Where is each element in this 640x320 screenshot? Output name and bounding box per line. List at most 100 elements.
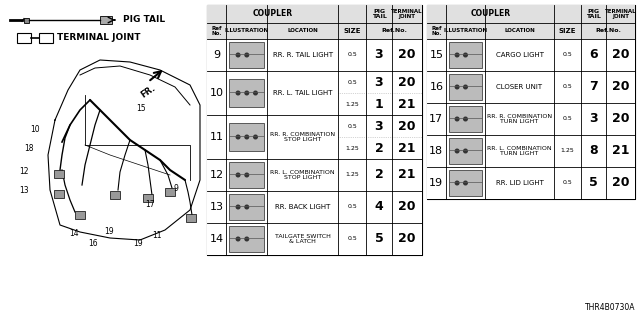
Text: 16: 16 xyxy=(88,239,98,248)
Circle shape xyxy=(455,181,459,185)
Text: 6: 6 xyxy=(589,49,598,61)
Text: 20: 20 xyxy=(612,81,629,93)
Text: RR. L. COMBINATION
TURN LIGHT: RR. L. COMBINATION TURN LIGHT xyxy=(487,146,552,156)
Text: 1.25: 1.25 xyxy=(345,101,359,107)
Text: RR. R. COMBINATION
TURN LIGHT: RR. R. COMBINATION TURN LIGHT xyxy=(487,114,552,124)
Text: 0.5: 0.5 xyxy=(348,236,357,242)
Text: PIG
TAIL: PIG TAIL xyxy=(372,9,387,19)
Text: 2: 2 xyxy=(374,141,383,155)
Circle shape xyxy=(245,91,248,95)
Text: 16: 16 xyxy=(429,82,444,92)
Text: 12: 12 xyxy=(20,167,29,176)
Bar xyxy=(445,23,485,39)
Text: LOCATION: LOCATION xyxy=(287,28,318,34)
Text: 0.5: 0.5 xyxy=(348,204,357,210)
Text: 20: 20 xyxy=(398,119,416,132)
Bar xyxy=(427,167,635,199)
Circle shape xyxy=(245,135,248,139)
Bar xyxy=(366,5,392,23)
Text: 20: 20 xyxy=(612,49,629,61)
Bar xyxy=(227,23,268,39)
Bar xyxy=(229,226,264,252)
Bar xyxy=(427,39,635,71)
Bar xyxy=(392,5,422,23)
Circle shape xyxy=(253,135,257,139)
Text: PIG
TAIL: PIG TAIL xyxy=(586,9,601,19)
Text: 11: 11 xyxy=(152,231,161,240)
Circle shape xyxy=(455,53,459,57)
Text: 13: 13 xyxy=(19,186,29,195)
Text: 1.25: 1.25 xyxy=(345,146,359,150)
Circle shape xyxy=(245,53,248,57)
Text: 0.5: 0.5 xyxy=(348,52,357,58)
Text: Ref.No.: Ref.No. xyxy=(381,28,407,34)
Text: 18: 18 xyxy=(429,146,444,156)
Circle shape xyxy=(245,173,248,177)
Bar xyxy=(207,5,338,23)
Text: 4: 4 xyxy=(374,201,383,213)
Circle shape xyxy=(455,149,459,153)
Bar xyxy=(485,23,554,39)
Text: 5: 5 xyxy=(589,177,598,189)
Text: 19: 19 xyxy=(132,239,143,248)
Bar xyxy=(207,191,422,223)
Text: ILLUSTRATION: ILLUSTRATION xyxy=(225,28,269,34)
Circle shape xyxy=(463,181,467,185)
Text: 21: 21 xyxy=(398,98,416,110)
Text: RR. R. COMBINATION
STOP LIGHT: RR. R. COMBINATION STOP LIGHT xyxy=(270,132,335,142)
Text: 15: 15 xyxy=(136,104,146,113)
Circle shape xyxy=(236,173,240,177)
Circle shape xyxy=(245,205,248,209)
Bar xyxy=(110,191,120,199)
Text: RR. L. COMBINATION
STOP LIGHT: RR. L. COMBINATION STOP LIGHT xyxy=(270,170,335,180)
Bar xyxy=(581,23,635,39)
Text: 15: 15 xyxy=(429,50,444,60)
Bar xyxy=(229,162,264,188)
Text: 19: 19 xyxy=(104,228,114,236)
Circle shape xyxy=(463,53,467,57)
Text: 2: 2 xyxy=(374,169,383,181)
Circle shape xyxy=(236,53,240,57)
Text: 9: 9 xyxy=(173,184,179,193)
Text: SIZE: SIZE xyxy=(344,28,361,34)
Bar xyxy=(366,23,422,39)
Text: THR4B0730A: THR4B0730A xyxy=(584,303,635,312)
Text: 0.5: 0.5 xyxy=(348,124,357,129)
Text: TERMINAL JOINT: TERMINAL JOINT xyxy=(57,34,141,43)
Bar xyxy=(427,5,635,199)
Text: 20: 20 xyxy=(398,201,416,213)
Text: 3: 3 xyxy=(374,49,383,61)
Text: PIG TAIL: PIG TAIL xyxy=(123,15,165,25)
Bar xyxy=(100,16,112,24)
Circle shape xyxy=(236,135,240,139)
Circle shape xyxy=(236,91,240,95)
Bar xyxy=(207,115,422,159)
Text: 1.25: 1.25 xyxy=(345,172,359,178)
Text: 14: 14 xyxy=(210,234,224,244)
Text: 1: 1 xyxy=(374,98,383,110)
Text: 13: 13 xyxy=(210,202,223,212)
Circle shape xyxy=(463,85,467,89)
Text: Ref
No.: Ref No. xyxy=(431,26,442,36)
Bar xyxy=(207,39,422,71)
Text: 10: 10 xyxy=(210,88,223,98)
Text: 21: 21 xyxy=(612,145,629,157)
Text: 18: 18 xyxy=(24,144,33,153)
Text: 5: 5 xyxy=(374,233,383,245)
Bar xyxy=(449,170,483,196)
Text: ILLUSTRATION: ILLUSTRATION xyxy=(444,28,488,34)
Text: 0.5: 0.5 xyxy=(563,180,572,186)
Bar xyxy=(75,211,85,219)
Text: RR. L. TAIL LIGHT: RR. L. TAIL LIGHT xyxy=(273,90,332,96)
Text: TERMINAL
JOINT: TERMINAL JOINT xyxy=(391,9,423,19)
Text: 10: 10 xyxy=(30,125,40,134)
Bar xyxy=(54,170,64,178)
Text: CLOSER UNIT: CLOSER UNIT xyxy=(497,84,543,90)
Bar xyxy=(207,159,422,191)
Text: RR. R. TAIL LIGHT: RR. R. TAIL LIGHT xyxy=(273,52,333,58)
Circle shape xyxy=(253,91,257,95)
Bar xyxy=(165,188,175,196)
Text: 3: 3 xyxy=(374,119,383,132)
Text: RR. LID LIGHT: RR. LID LIGHT xyxy=(495,180,543,186)
Circle shape xyxy=(463,149,467,153)
